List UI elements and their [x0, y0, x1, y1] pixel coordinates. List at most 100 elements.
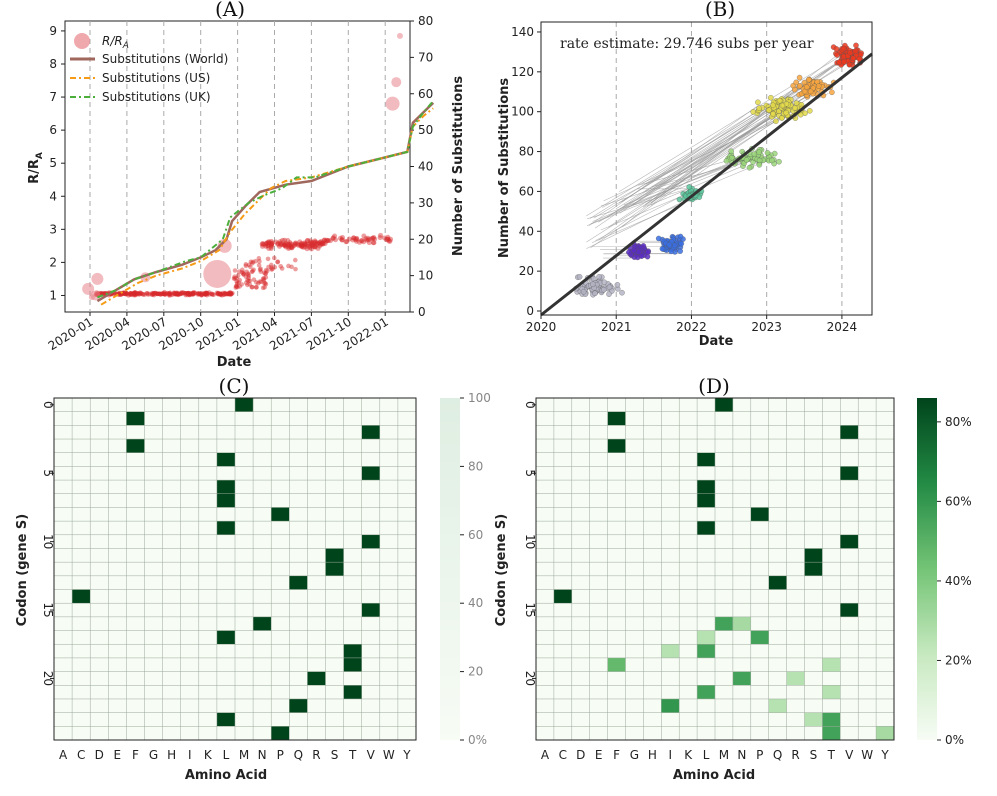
rra-point — [206, 290, 212, 295]
rra-point — [210, 292, 215, 297]
rra-point — [171, 290, 177, 296]
panel-b-title: (B) — [705, 0, 735, 21]
panel-a-lines — [96, 100, 435, 306]
rra-point — [228, 292, 233, 298]
rra-point — [289, 243, 295, 249]
rra-point — [261, 270, 267, 276]
rra-point — [136, 290, 141, 296]
lineage-link — [623, 156, 746, 206]
colorbar-tick-label: 80 — [468, 459, 483, 473]
rra-point — [325, 238, 331, 244]
rra-point — [159, 291, 164, 297]
y-tick-label: 20 — [519, 264, 534, 278]
rra-point — [157, 291, 162, 297]
rra-point — [183, 292, 189, 298]
heatmap-cell — [876, 726, 894, 740]
rra-point — [144, 291, 150, 296]
rra-point — [302, 244, 308, 250]
panel-c-y-ticks: 0 5 10 15 20 — [41, 401, 55, 686]
rra-point — [185, 292, 190, 298]
x-tick-label: D — [95, 748, 104, 762]
heatmap-cell — [271, 507, 290, 522]
y-tick-label: 100 — [511, 105, 534, 119]
rra-point — [248, 259, 254, 265]
sequence-point — [756, 162, 763, 168]
rra-point — [149, 290, 155, 296]
panel-b-x-ticks: 2020 2021 2022 2023 2024 — [526, 315, 857, 334]
rra-point — [275, 240, 281, 246]
rra-point — [152, 290, 158, 296]
rra-point — [154, 291, 160, 297]
rra-point — [137, 291, 143, 297]
rra-point — [292, 257, 298, 263]
rra-point — [197, 291, 203, 296]
rra-point — [164, 290, 170, 296]
rra-point — [344, 239, 350, 245]
y-tick-label: 140 — [511, 25, 534, 39]
x-tick-label: D — [576, 748, 585, 762]
heatmap-cell — [697, 480, 715, 494]
rra-point — [237, 277, 243, 283]
rra-point — [124, 291, 129, 296]
rra-point — [195, 290, 201, 296]
heatmap-cell — [289, 698, 308, 713]
rra-point — [275, 259, 280, 265]
panel-b-rate-annotation: rate estimate: 29.746 subs per year — [560, 36, 814, 52]
rra-point — [215, 290, 221, 296]
sequence-point — [631, 247, 637, 254]
y-tick-label: 80 — [519, 145, 534, 159]
rra-point — [258, 266, 263, 272]
heatmap-cell — [325, 562, 344, 576]
panel-b-frame — [540, 21, 873, 316]
panel-d-y-ticks: 0 5 10 15 20 — [523, 401, 537, 686]
legend-marker-rra — [74, 33, 90, 49]
rra-point — [253, 284, 259, 290]
rra-point — [232, 268, 238, 273]
rra-point — [132, 290, 137, 296]
panel-a-y-left-ticks: 1 2 3 4 5 6 7 8 9 — [49, 24, 65, 302]
sequence-point — [755, 99, 761, 106]
rra-point — [135, 290, 141, 296]
rra-point — [246, 262, 252, 268]
rra-point — [249, 269, 255, 275]
rra-point — [258, 269, 264, 274]
y-tick-label: 5 — [41, 469, 55, 477]
rra-point — [307, 243, 313, 249]
rra-point — [226, 291, 231, 297]
sequence-point — [768, 94, 774, 101]
rra-point — [186, 291, 192, 297]
panel-c-ylabel: Codon (gene S) — [15, 514, 30, 626]
rra-point — [353, 238, 359, 244]
rra-point — [271, 255, 277, 261]
rra-point — [176, 291, 181, 297]
rra-point — [185, 291, 191, 296]
x-tick-label: A — [541, 748, 550, 762]
rra-point — [245, 277, 250, 283]
rra-point — [220, 290, 226, 296]
rra-point — [241, 270, 246, 276]
rra-point — [275, 241, 281, 247]
rra-point — [176, 291, 181, 297]
rra-point — [186, 290, 191, 296]
rra-point — [288, 244, 294, 250]
rra-point — [322, 237, 328, 243]
rra-point — [256, 256, 262, 261]
sequence-point — [783, 109, 789, 116]
rra-point — [305, 238, 311, 244]
rra-point — [150, 291, 155, 297]
sequence-point — [769, 157, 775, 164]
rra-point — [250, 268, 255, 274]
rra-point — [320, 240, 326, 246]
rra-point — [292, 241, 298, 247]
y-left-tick-label: 9 — [49, 24, 57, 38]
rra-point — [128, 291, 134, 296]
rra-point — [174, 291, 180, 297]
sequence-point — [797, 83, 803, 89]
panel-c-xlabel: Amino Acid — [185, 768, 267, 783]
rra-point — [260, 276, 266, 282]
rra-point — [138, 291, 144, 296]
rra-point — [301, 240, 307, 246]
rra-point — [317, 239, 323, 245]
